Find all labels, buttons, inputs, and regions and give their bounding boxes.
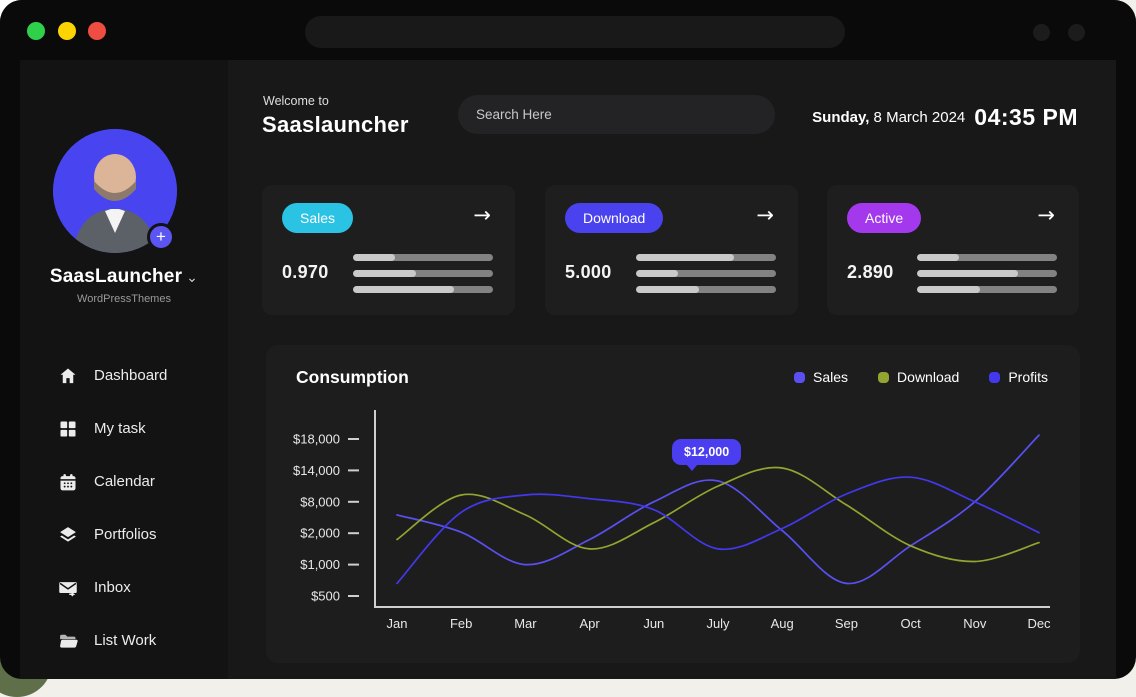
arrow-right-icon[interactable]: → [756,203,774,227]
progress-bar [636,286,776,293]
sidebar-item-inbox[interactable]: Inbox [20,561,228,614]
profile-subtitle: WordPressThemes [77,293,171,305]
svg-text:Mar: Mar [514,616,537,631]
time-text: 04:35 PM [974,104,1078,130]
traffic-light-green-icon[interactable] [27,22,45,40]
sidebar-item-my-task[interactable]: My task [20,402,228,455]
svg-text:Jun: Jun [643,616,664,631]
sidebar-nav: Dashboard My task Calendar Portfolios In… [20,349,228,667]
arrow-right-icon[interactable]: → [473,203,491,227]
traffic-light-yellow-icon[interactable] [58,22,76,40]
active-bars [917,254,1057,302]
svg-text:Oct: Oct [900,616,921,631]
profile-name-dropdown[interactable]: SaasLauncher ⌄ [49,266,199,287]
profits-legend-dot-icon [989,371,1001,383]
progress-bar [917,286,1057,293]
download-legend-dot-icon [878,371,890,383]
svg-text:$500: $500 [311,589,340,604]
chart-title: Consumption [296,367,409,387]
sidebar: + SaasLauncher ⌄ WordPressThemes Dashboar… [20,60,228,679]
svg-text:$18,000: $18,000 [293,432,340,447]
main-content: Welcome to Saaslauncher Sunday, 8 March … [228,60,1116,679]
datetime: Sunday, 8 March 2024 04:35 PM [812,104,1078,131]
progress-bar [353,270,493,277]
page-title: Saaslauncher [262,112,409,137]
progress-bar [636,254,776,261]
consumption-chart-panel: Consumption Sales Download Profits $18,0… [266,345,1080,663]
sales-legend-dot-icon [794,371,806,383]
sidebar-item-list-work[interactable]: List Work [20,614,228,667]
svg-text:Nov: Nov [963,616,987,631]
welcome-label: Welcome to [263,94,329,108]
svg-text:Dec: Dec [1027,616,1051,631]
sidebar-item-calendar[interactable]: Calendar [20,455,228,508]
svg-text:Jan: Jan [387,616,408,631]
app-window: + SaasLauncher ⌄ WordPressThemes Dashboar… [0,0,1136,679]
svg-text:Feb: Feb [450,616,472,631]
layers-icon [60,526,76,542]
svg-text:$14,000: $14,000 [293,463,340,478]
stat-card-active: Active → 2.890 [827,185,1079,315]
legend-item-profits[interactable]: Profits [989,369,1048,385]
add-button[interactable]: + [147,223,175,251]
svg-text:$1,000: $1,000 [300,557,340,572]
progress-bar [353,286,493,293]
window-control-dot-icon[interactable] [1033,24,1050,41]
active-value: 2.890 [847,262,894,282]
progress-bar [353,254,493,261]
progress-bar [636,270,776,277]
folder-icon [60,634,78,648]
active-badge: Active [847,203,922,233]
svg-text:July: July [706,616,730,631]
legend-item-download[interactable]: Download [878,369,959,385]
legend-item-sales[interactable]: Sales [794,369,848,385]
chart-tooltip: $12,000 [672,438,742,471]
sales-value: 0.970 [282,262,329,282]
home-icon [60,368,76,383]
download-value: 5.000 [565,262,612,282]
svg-text:$2,000: $2,000 [300,526,340,541]
date-day: Sunday, [812,109,870,126]
avatar [53,129,177,253]
svg-text:Aug: Aug [771,616,794,631]
window-control-dot-icon[interactable] [1068,24,1085,41]
search-input[interactable] [458,95,775,134]
download-badge: Download [565,203,664,233]
progress-bar [917,254,1057,261]
line-chart: $18,000 $14,000 $8,000 $2,000 $1,000 $500 Jan F… [293,410,1051,631]
sidebar-item-portfolios[interactable]: Portfolios [20,508,228,561]
date-text: 8 March 2024 [869,109,966,126]
arrow-right-icon[interactable]: → [1037,203,1055,227]
sidebar-item-dashboard[interactable]: Dashboard [20,349,228,402]
address-bar[interactable] [305,16,845,48]
sales-badge: Sales [282,203,354,233]
progress-bar [917,270,1057,277]
chart-legend: Sales Download Profits [794,369,1048,385]
svg-text:Sep: Sep [835,616,858,631]
stat-card-sales: Sales → 0.970 [262,185,515,315]
sales-bars [353,254,493,302]
stat-card-download: Download → 5.000 [545,185,798,315]
svg-text:$8,000: $8,000 [300,494,340,509]
download-bars [636,254,776,302]
titlebar [0,0,1136,60]
traffic-light-red-icon[interactable] [88,22,106,40]
calendar-icon [60,473,76,490]
svg-text:Apr: Apr [579,616,600,631]
inbox-icon [59,581,77,596]
chevron-down-icon: ⌄ [186,269,199,285]
grid-icon [60,421,76,436]
